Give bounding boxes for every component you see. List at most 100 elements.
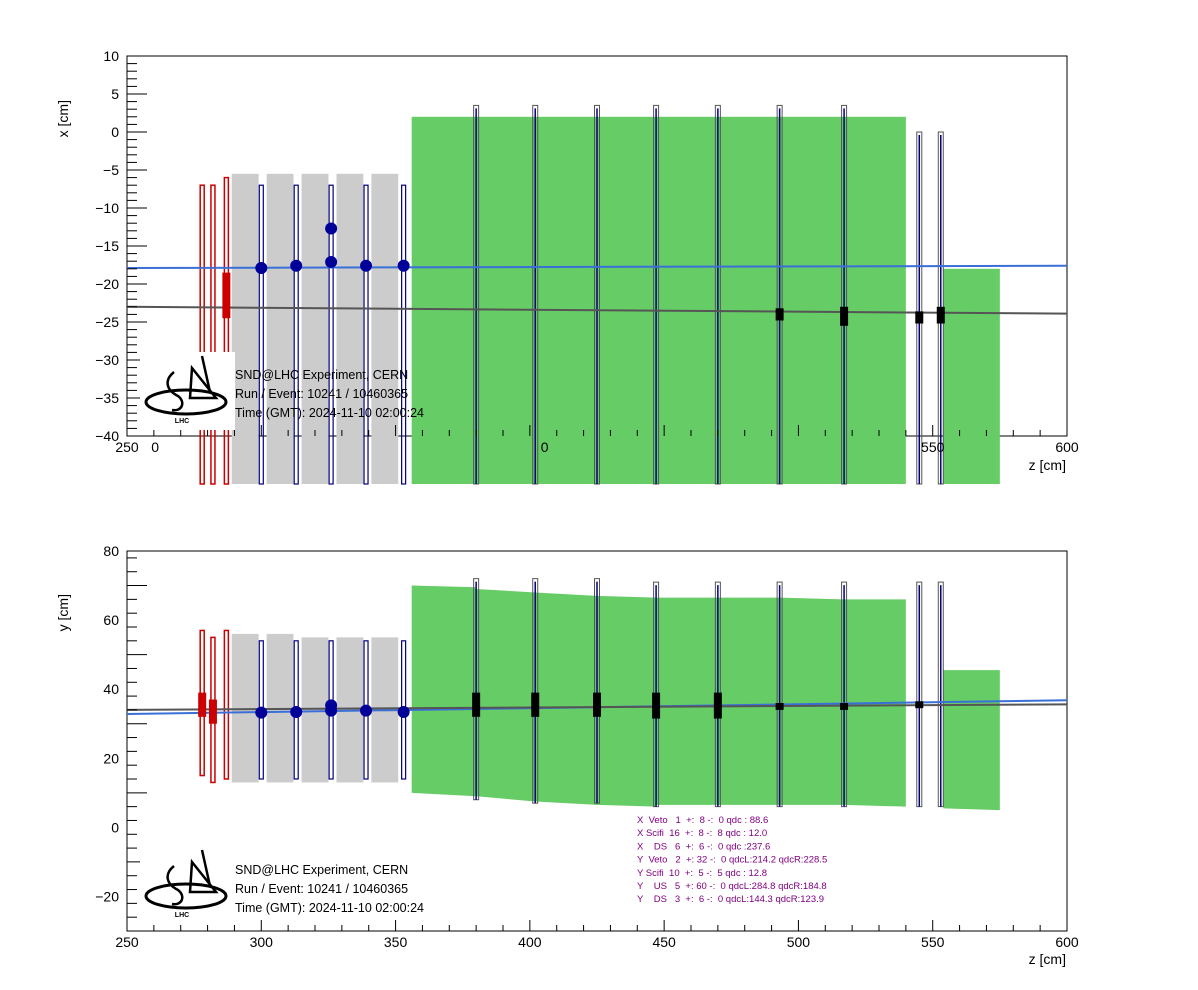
iron-block [656, 597, 718, 805]
logo-ring [144, 388, 228, 416]
logo-ring [144, 882, 228, 910]
y-tick-label: −10 [95, 200, 119, 216]
x-tick-label: 0 [541, 439, 549, 455]
iron-block [717, 597, 780, 805]
iron-block [779, 597, 845, 805]
summary-line: Y Veto 2 +: 32 -: 0 qdcL:214.2 qdcR:228.… [637, 855, 827, 866]
y-tick-label: −35 [95, 390, 119, 406]
y-tick-label: 5 [111, 86, 119, 102]
x-tick-label: 250 [115, 934, 139, 950]
iron-block [943, 268, 1000, 484]
track-line [126, 305, 1068, 315]
veto-bar [210, 184, 216, 485]
logo-stroke [200, 355, 212, 393]
logo-triangle [188, 364, 219, 400]
ds-hit [936, 306, 945, 324]
snd-lhc-logo-icon: LHC [140, 846, 235, 924]
scifi-wall [266, 173, 294, 485]
scifi-plane [258, 184, 264, 485]
x-tick-label: 500 [787, 934, 811, 950]
track-line [126, 264, 1068, 270]
veto-hit [208, 699, 217, 724]
ds-hit [775, 308, 784, 321]
summary-line: Y US 5 +: 60 -: 0 qdcL:284.8 qdcR:184.8 [637, 881, 827, 892]
x-tick-label: 350 [384, 934, 408, 950]
us-hit [531, 692, 540, 717]
x-tick-label: 400 [518, 934, 542, 950]
yz-x-axis-label: z [cm] [1029, 951, 1066, 967]
scifi-wall [336, 173, 364, 485]
y-tick-label: 80 [103, 543, 119, 559]
y-tick-label: 0 [111, 819, 119, 835]
veto-bar [223, 176, 230, 485]
scifi-hit [325, 704, 338, 717]
y-tick-label: 40 [103, 681, 119, 697]
summary-line: Y Scifi 10 +: 5 -: 5 qdc : 12.8 [637, 868, 767, 879]
scifi-hit [255, 262, 268, 275]
yz-plot-frame [126, 550, 1068, 932]
info-line: SND@LHC Experiment, CERN [235, 368, 408, 382]
y-tick-label: −20 [95, 276, 119, 292]
x-tick-label: 300 [250, 934, 274, 950]
veto-hit [198, 692, 207, 717]
scifi-plane [363, 184, 369, 485]
y-tick-label: −20 [95, 888, 119, 904]
summary-line: Y DS 3 +: 6 -: 0 qdcL:144.3 qdcR:123.9 [637, 894, 824, 905]
scifi-wall [231, 173, 259, 485]
scifi-wall [371, 173, 399, 485]
xz-plot-content [126, 104, 1068, 485]
x-tick-label: 0 [151, 439, 159, 455]
scifi-wall [301, 173, 329, 485]
y-tick-label: 60 [103, 612, 119, 628]
x-tick-label: 550 [921, 934, 945, 950]
x-tick-label: 550 [921, 439, 945, 455]
summary-line: X DS 6 +: 6 -: 0 qdc :237.6 [637, 841, 770, 852]
ds-hit [840, 703, 849, 710]
yz-info-box: SND@LHC Experiment, CERN Run / Event: 102… [235, 863, 424, 915]
xz-y-axis-label: x [cm] [55, 100, 71, 137]
iron-block [476, 589, 536, 802]
y-tick-label: 20 [103, 750, 119, 766]
y-tick-label: −5 [103, 162, 119, 178]
summary-line: X Scifi 16 +: 8 -: 8 qdc : 12.0 [637, 828, 767, 839]
iron-block [943, 670, 1000, 811]
iron-block [597, 595, 657, 807]
iron-block [411, 585, 477, 797]
info-line: Time (GMT): 2024-11-10 02:00:24 [235, 406, 424, 420]
us-hit [652, 692, 661, 719]
scifi-hit [360, 704, 373, 717]
ds-hit [775, 703, 784, 710]
yz-axes: −20 0 20 40 60 80 250 300 350 400 450 500 550 600 [95, 543, 1079, 950]
y-tick-label: −40 [95, 428, 119, 444]
y-tick-label: −15 [95, 238, 119, 254]
ds-hit [915, 311, 924, 324]
info-line: Time (GMT): 2024-11-10 02:00:24 [235, 901, 424, 915]
y-tick-label: 0 [111, 124, 119, 140]
hit-summary-box: X Veto 1 +: 8 -: 0 qdc : 88.6 X Scifi 16 … [637, 815, 827, 905]
scifi-hit [360, 259, 373, 272]
xz-x-axis-label: z [cm] [1029, 457, 1066, 473]
scifi-wall [301, 637, 329, 783]
scifi-hit [255, 706, 268, 719]
us-hit [713, 692, 722, 719]
logo-triangle [188, 858, 219, 894]
us-hit [472, 692, 481, 717]
xz-panel: −40 −35 −30 −25 −20 −15 −10 −5 0 5 10 250 0 0 550 600 z… [55, 48, 1079, 485]
logo-text: LHC [175, 418, 189, 425]
veto-hit [222, 272, 231, 319]
summary-line: X Veto 1 +: 8 -: 0 qdc : 88.6 [637, 815, 768, 826]
xz-axes: −40 −35 −30 −25 −20 −15 −10 −5 0 5 10 250 0 0 550 600 [95, 48, 1079, 455]
yz-y-axis-label: y [cm] [55, 594, 71, 631]
y-tick-label: −30 [95, 352, 119, 368]
logo-s-curve [166, 865, 184, 906]
info-line: SND@LHC Experiment, CERN [235, 863, 408, 877]
scifi-plane [401, 184, 407, 485]
y-tick-label: 10 [103, 48, 119, 64]
scifi-hit [325, 222, 338, 235]
yz-plot-content [126, 578, 1068, 811]
iron-block [535, 592, 597, 805]
ds-hit [915, 701, 924, 709]
xz-info-box: SND@LHC Experiment, CERN Run / Event: 102… [235, 368, 424, 420]
scifi-hit [325, 255, 338, 268]
